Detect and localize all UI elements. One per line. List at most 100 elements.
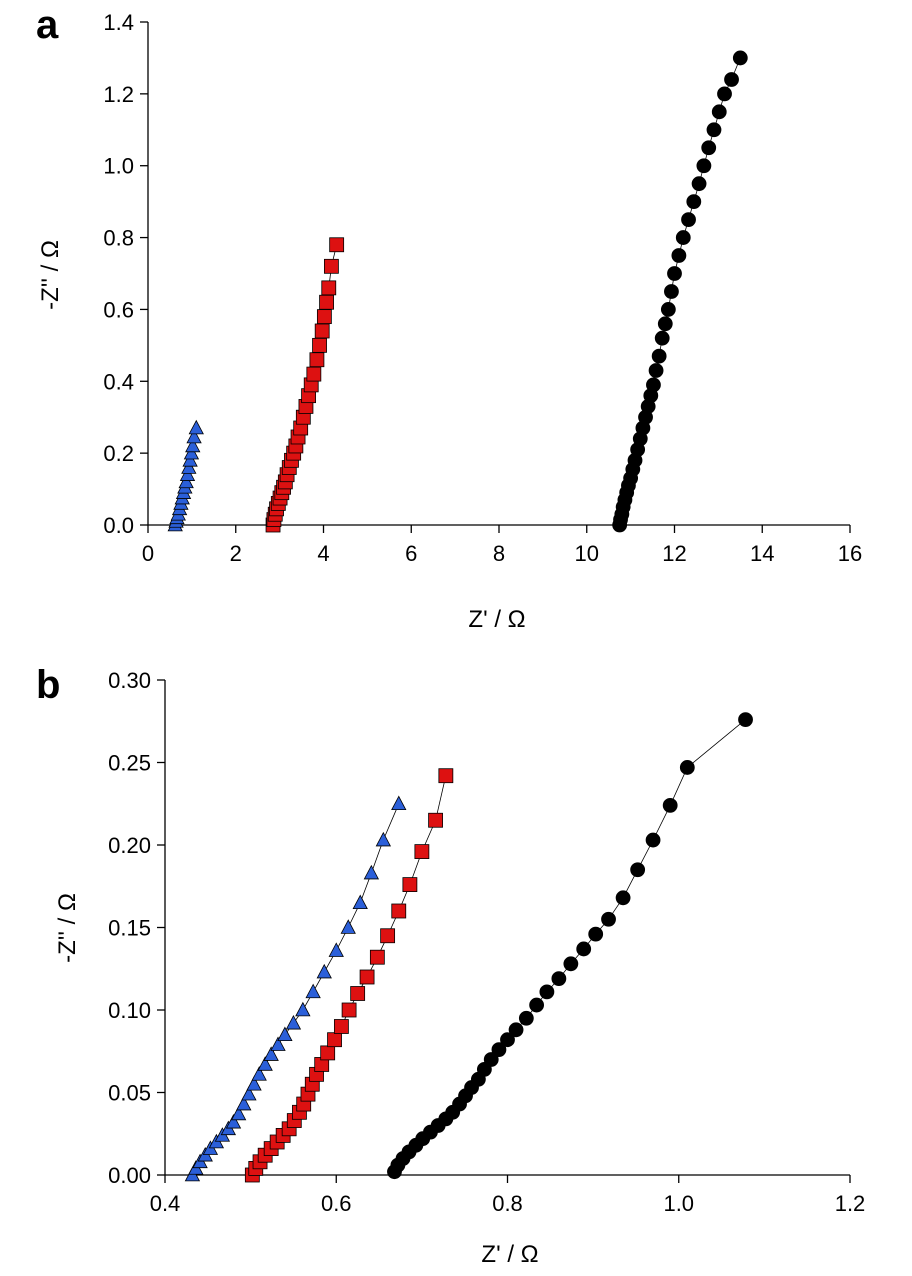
panel-a-point xyxy=(681,212,696,228)
panel-b-marks xyxy=(184,712,753,1183)
panel-a-x-tick-label: 12 xyxy=(662,541,686,566)
panel-b-point xyxy=(539,984,555,1000)
panel-b-series-triangle xyxy=(184,795,407,1182)
panel-a-point xyxy=(179,466,196,481)
panel-b-point xyxy=(491,1042,507,1057)
panel-b-point xyxy=(402,877,418,892)
panel-a-point xyxy=(648,363,664,378)
panel-b-series-circle xyxy=(387,712,753,1180)
panel-b-point xyxy=(391,903,407,919)
panel-a-series-triangle xyxy=(167,419,204,532)
panel-b-point xyxy=(500,1032,515,1048)
panel-b-point xyxy=(551,971,567,987)
panel-b-point xyxy=(369,949,385,965)
panel-a-point xyxy=(186,428,202,444)
panel-b-series-square xyxy=(244,768,454,1183)
panel-b-point xyxy=(662,798,678,813)
panel-a-point xyxy=(671,248,687,263)
panel-b-point xyxy=(225,1113,242,1129)
panel-b-point xyxy=(428,812,443,828)
panel-a-y-tick-label: 0.8 xyxy=(103,226,134,251)
panel-a-y-tick-label: 0.2 xyxy=(103,441,134,466)
panel-a-point xyxy=(651,348,667,364)
panel-b-x-tick-label: 0.4 xyxy=(150,1191,181,1216)
panel-b-point xyxy=(236,1095,252,1111)
panel-a-point xyxy=(182,452,198,467)
panel-a-point xyxy=(185,437,201,453)
panel-a-point xyxy=(314,323,330,339)
panel-b-x-axis-title: Z' / Ω xyxy=(481,1241,538,1268)
panel-a-point xyxy=(306,366,322,382)
panel-b-x-tick-label: 1.2 xyxy=(835,1191,866,1216)
panel-b-point xyxy=(270,1036,286,1051)
panel-b-point xyxy=(615,890,631,906)
panel-b-x-tick-label: 0.6 xyxy=(321,1191,352,1216)
panel-b-point xyxy=(352,894,368,910)
panel-a-point xyxy=(696,158,712,174)
panel-b-axis-lines xyxy=(164,680,850,1176)
panel-a-point xyxy=(329,237,345,253)
panel-a-x-tick-label: 16 xyxy=(838,541,862,566)
panel-b-y-tick-label: 0.00 xyxy=(108,1163,151,1188)
panel-b-x-tick-label: 0.8 xyxy=(492,1191,523,1216)
panel-b-point xyxy=(645,832,661,848)
panel-a-axes xyxy=(147,22,850,526)
panel-a-point xyxy=(664,284,679,299)
panel-a-y-tick-label: 1.2 xyxy=(103,82,134,107)
panel-b-y-axis-title: -Z'' / Ω xyxy=(54,893,81,963)
panel-b-point xyxy=(295,1001,311,1017)
panel-b-point xyxy=(375,831,392,847)
panel-a-point xyxy=(319,294,334,310)
panel-a-point xyxy=(667,266,682,281)
panel-b-point xyxy=(277,1026,293,1042)
panel-b-point xyxy=(529,997,545,1013)
panel-a-point xyxy=(701,140,717,156)
panel-a-series-circle xyxy=(612,50,748,533)
panel-a-point xyxy=(181,459,197,474)
panel-b-point xyxy=(738,712,753,727)
panel-a-point xyxy=(724,72,739,87)
panel-a-y-axis-title: -Z'' / Ω xyxy=(37,240,64,310)
panel-a-x-tick-label: 4 xyxy=(317,541,329,566)
panel-b-point xyxy=(563,956,579,972)
panel-b-point xyxy=(305,983,321,999)
panel-b-ticks: 0.4 0.6 0.8 1.0 1.2 0.00 0.05 0.10 0.15 0.20 0.25 0… xyxy=(108,668,865,1216)
panel-b-y-tick-label: 0.10 xyxy=(108,998,151,1023)
panel-a-axis-lines xyxy=(147,22,850,526)
panel-a-point xyxy=(178,473,194,489)
panel-a-point xyxy=(654,330,670,346)
panel-a-y-tick-label: 0.4 xyxy=(103,369,134,394)
panel-a-y-tick-label: 1.4 xyxy=(103,10,134,35)
panel-b-y-tick-label: 0.05 xyxy=(108,1081,151,1106)
panel-a-y-tick-label: 1.0 xyxy=(103,154,134,179)
panel-a-point xyxy=(657,316,673,332)
panel-b-point xyxy=(601,911,616,927)
panel-b-point xyxy=(263,1046,279,1061)
panel-a-point xyxy=(711,104,727,120)
panel-b-point xyxy=(576,941,592,957)
panel-a-point xyxy=(691,176,707,192)
panel-b-point xyxy=(257,1056,273,1071)
panel-b-point xyxy=(391,795,407,811)
panel-a-marks xyxy=(167,50,748,533)
panel-b-point xyxy=(508,1022,524,1038)
panel-b-point xyxy=(230,1105,247,1121)
panel-a-point xyxy=(706,122,722,138)
panel-a-x-tick-label: 10 xyxy=(575,541,599,566)
panel-a: a 0 2 4 6 8 10 12 14 160.00.20.40.60.81.01.21.4 … xyxy=(36,3,862,633)
panel-b-axes xyxy=(164,680,850,1176)
panel-a-ticks: 0 2 4 6 8 10 12 14 16 0.0 0.2 0.4 0.6 0.8 1.0 1.2 1.4 xyxy=(103,10,862,566)
panel-a-point xyxy=(309,352,325,368)
panel-b-point xyxy=(340,919,356,934)
panel-a-point xyxy=(316,309,332,325)
panel-a-x-tick-label: 6 xyxy=(405,541,417,566)
panel-a-point xyxy=(183,444,200,460)
panel-a-point xyxy=(717,86,732,102)
panel-a-point xyxy=(660,302,676,317)
panel-a-point xyxy=(686,194,702,210)
panel-a-y-tick-label: 0.6 xyxy=(103,297,134,322)
panel-a-point xyxy=(321,280,337,296)
panel-a-x-tick-label: 14 xyxy=(750,541,774,566)
panel-b-point xyxy=(588,926,604,942)
